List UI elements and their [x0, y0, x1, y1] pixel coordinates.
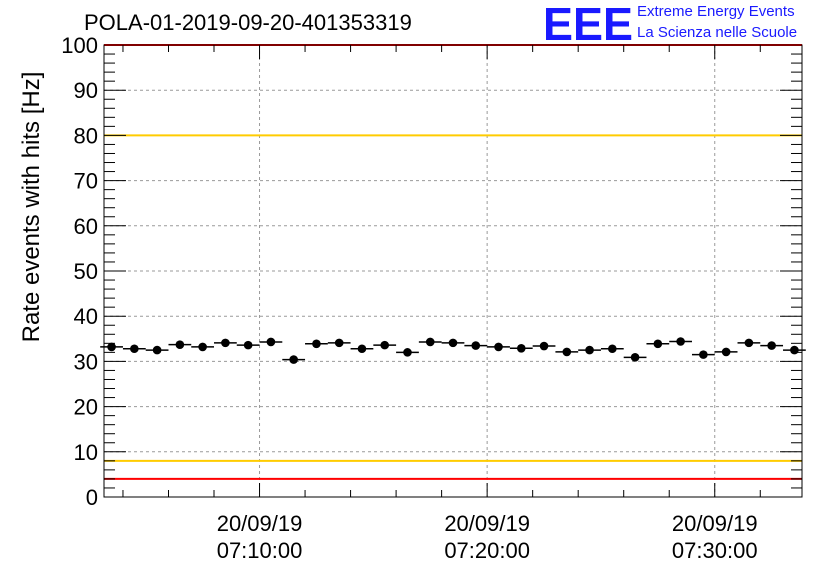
data-point [721, 347, 731, 357]
logo-line-1: Extreme Energy Events [637, 3, 795, 20]
data-point [221, 338, 230, 348]
data-point [380, 340, 390, 350]
data-point [516, 343, 526, 353]
x-tick-date: 20/09/19 [217, 511, 303, 536]
data-point [744, 338, 754, 348]
y-tick-label: 40 [74, 304, 98, 329]
x-tick-time: 07:30:00 [672, 538, 758, 563]
data-point [175, 340, 185, 349]
x-tick-labels: 20/09/1907:10:0020/09/1907:20:0020/09/19… [217, 511, 758, 563]
y-tick-label: 0 [86, 485, 98, 510]
y-tick-label: 90 [74, 78, 98, 103]
data-points [100, 337, 806, 364]
x-tick-date: 20/09/19 [672, 511, 758, 536]
eee-logo: EEE [543, 2, 633, 44]
chart-title: POLA-01-2019-09-20-401353319 [84, 10, 412, 35]
data-point [425, 337, 435, 347]
data-point [790, 345, 799, 355]
data-point [334, 338, 344, 348]
data-point [562, 347, 572, 357]
y-tick-label: 60 [74, 214, 98, 239]
data-point [130, 344, 139, 354]
x-tick-time: 07:20:00 [444, 538, 530, 563]
data-point [448, 338, 458, 348]
x-tick-time: 07:10:00 [217, 538, 303, 563]
y-tick-label: 50 [74, 259, 98, 284]
logo-line-2: La Scienza nelle Scuole [637, 24, 798, 41]
data-point [676, 337, 685, 346]
data-point [243, 340, 253, 350]
reference-lines [104, 44, 802, 480]
data-point [630, 353, 640, 362]
data-point [767, 341, 776, 350]
data-point [539, 341, 549, 351]
data-point [107, 342, 116, 352]
data-point [403, 348, 412, 357]
data-point [357, 344, 367, 354]
data-point [494, 342, 503, 352]
data-point [471, 341, 481, 350]
eee-logo-mark: EEE [543, 2, 633, 44]
axis-ticks [104, 44, 802, 498]
grid-lines [104, 45, 802, 497]
data-point [289, 355, 298, 364]
x-tick-date: 20/09/19 [444, 511, 530, 536]
y-tick-label: 100 [61, 33, 98, 58]
y-axis-label: Rate events with hits [Hz] [18, 71, 45, 343]
data-point [266, 337, 276, 347]
data-point [699, 350, 708, 359]
y-tick-label: 80 [74, 123, 98, 148]
y-tick-label: 30 [74, 349, 98, 374]
y-tick-label: 10 [74, 440, 98, 465]
data-point [152, 345, 162, 355]
data-point [653, 339, 663, 349]
y-tick-labels: 0 10 20 30 40 50 60 70 80 90 100 [61, 33, 98, 510]
data-point [608, 344, 617, 354]
y-tick-label: 70 [74, 169, 98, 194]
data-point [198, 342, 207, 352]
data-point [585, 345, 594, 355]
y-tick-label: 20 [74, 395, 98, 420]
data-point [312, 339, 321, 349]
